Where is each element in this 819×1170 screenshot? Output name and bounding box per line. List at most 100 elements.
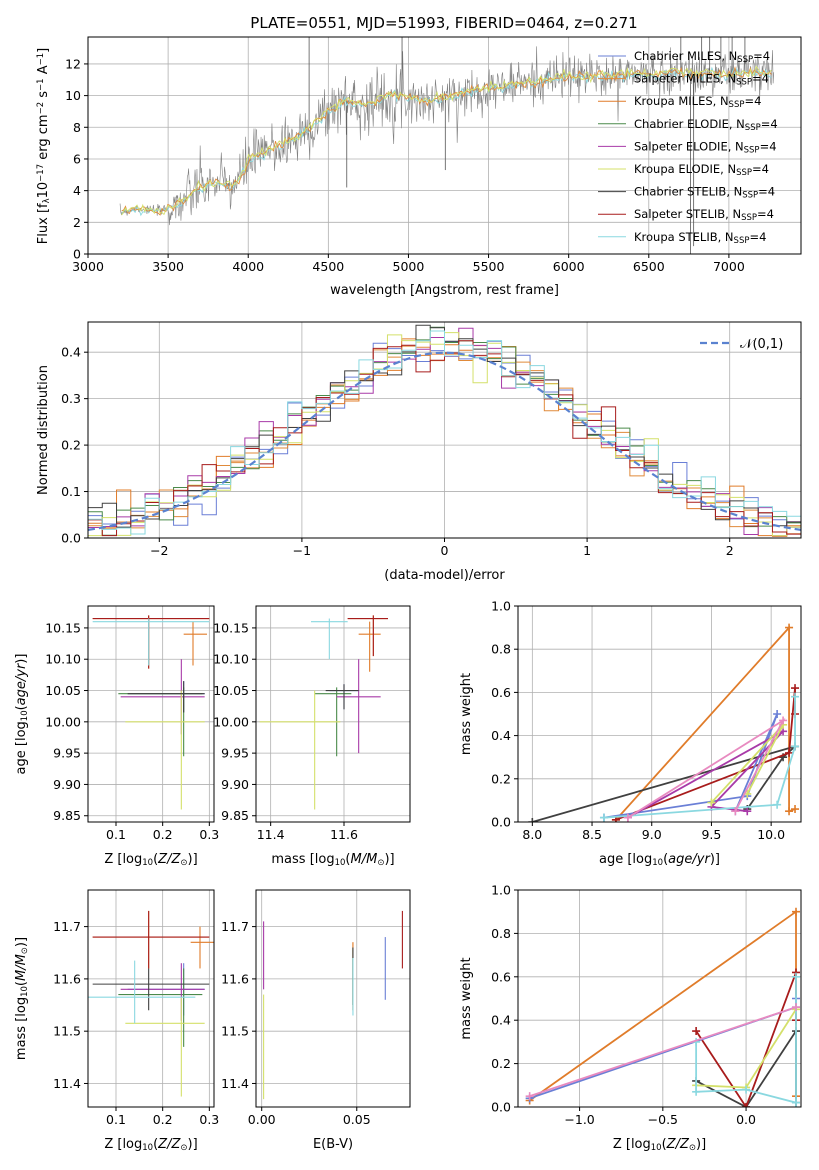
spectrum-panel-xtick-label: 6500 [633, 259, 665, 274]
age-z-panel-ylabel: age [log10(age/yr)] [14, 654, 30, 775]
spectrum-panel-ytick-label: 12 [65, 56, 81, 71]
spectrum-panel-frame [87, 36, 802, 255]
spectrum-panel-xtick-label: 5000 [393, 259, 425, 274]
histogram-series-step [88, 340, 801, 538]
mass-z-panel-xlabel: Z [log10(Z/Z⊙)] [104, 1137, 197, 1153]
histogram-panel-plot-area [88, 324, 801, 538]
spectrum-panel-ytick-label: 0 [73, 247, 81, 262]
weight-age-panel: 8.0 8.5 9.0 9.5 10.0 0.0 0.2 0.4 0.6 0.8 1.0 age [l… [459, 599, 802, 868]
weight-age-panel-series-line [532, 745, 796, 822]
weight-z-panel-xtick-label: −1.0 [564, 1112, 594, 1127]
weight-age-panel-ylabel: mass weight [459, 673, 474, 755]
histogram-panel-ytick-label: 0.3 [61, 391, 81, 406]
mass-z-panel-frame [87, 889, 215, 1108]
weight-age-panel-series-marker [528, 818, 537, 822]
spectrum-legend-label: Kroupa ELODIE, NSSP=4 [634, 162, 769, 178]
weight-age-panel-ytick-label: 1.0 [491, 599, 511, 614]
weight-z-panel-series-marker [525, 1092, 534, 1101]
weight-age-panel-series-line [627, 730, 784, 819]
age-z-panel-ytick-label: 10.10 [45, 652, 81, 667]
weight-age-panel-series-marker [773, 710, 782, 718]
weight-age-panel-series-line [603, 696, 796, 819]
spectrum-legend-label: Salpeter ELODIE, NSSP=4 [634, 139, 777, 155]
age-z-panel-ytick-label: 10.15 [45, 620, 81, 635]
weight-z-panel-ytick-label: 0.4 [491, 1013, 511, 1028]
age-z-panel-ytick-label: 10.00 [45, 714, 81, 729]
weight-z-panel-frame [517, 889, 802, 1108]
weight-age-panel-series-marker [785, 623, 794, 632]
age-mass-panel-xtick-label: 11.4 [257, 827, 285, 842]
weight-age-panel-series-marker [599, 813, 608, 822]
spectrum-panel-xtick-label: 5500 [473, 259, 505, 274]
spectrum-xlabel: wavelength [Angstrom, rest frame] [330, 283, 559, 298]
spectrum-model-line [121, 65, 772, 216]
age-mass-panel-ytick-label: 9.95 [221, 746, 249, 761]
histogram-ylabel: Normed distribution [36, 365, 51, 495]
spectrum-panel-ytick-label: 10 [65, 88, 81, 103]
age-mass-panel-ytick-label: 9.90 [221, 777, 249, 792]
weight-age-panel-series-line [603, 713, 778, 819]
spectrum-legend-label: Kroupa STELIB, NSSP=4 [634, 230, 766, 246]
age-z-panel-ytick-label: 10.05 [45, 683, 81, 698]
weight-age-panel-xtick-label: 9.5 [701, 827, 721, 842]
spectrum-panel-xtick-label: 3000 [72, 259, 104, 274]
mass-ebv-panel-ytick-label: 11.7 [221, 919, 249, 934]
weight-age-panel-series-marker [731, 807, 740, 816]
weight-age-panel-ytick-label: 0.8 [491, 642, 511, 657]
spectrum-legend-label: Chabrier STELIB, NSSP=4 [634, 185, 775, 201]
mass-z-panel-ylabel: mass [log10(M/M⊙)] [14, 937, 30, 1060]
mass-z-panel-xtick-label: 0.1 [106, 1112, 126, 1127]
weight-z-panel-xtick-label: −0.5 [648, 1112, 678, 1127]
age-mass-panel-ytick-label: 10.05 [213, 683, 249, 698]
mass-ebv-panel-ytick-label: 11.6 [221, 971, 249, 986]
spectrum-panel-xtick-label: 4000 [232, 259, 264, 274]
weight-age-panel-xtick-label: 9.0 [642, 827, 662, 842]
histogram-panel-xtick-label: −2 [150, 543, 168, 558]
histogram-panel: −2 −1 0 1 2 0.0 0.1 0.2 0.3 0.4 𝒩(0,1) (data-model)… [36, 321, 802, 583]
weight-age-panel-series-marker [791, 805, 800, 814]
histogram-series-step [88, 330, 801, 538]
weight-age-panel-series-line [615, 625, 796, 821]
weight-z-panel-series-marker [792, 1098, 801, 1107]
spectrum-panel: 3000 3500 4000 4500 5000 5500 6000 6500 7000 0 2 4 6… [36, 36, 802, 298]
weight-z-panel-series-marker [742, 1085, 751, 1094]
mass-z-panel-ytick-label: 11.6 [53, 971, 81, 986]
weight-age-panel-xtick-label: 10.0 [757, 827, 785, 842]
weight-age-panel-ytick-label: 0.0 [491, 815, 511, 830]
weight-age-panel-xtick-label: 8.5 [582, 827, 602, 842]
age-mass-panel-ytick-label: 9.85 [221, 808, 249, 823]
mass-ebv-panel-xtick-label: 0.00 [248, 1112, 276, 1127]
weight-z-panel-ytick-label: 1.0 [491, 883, 511, 898]
spectrum-panel-plot-area [119, 37, 775, 254]
spectrum-legend-label: Salpeter MILES, NSSP=4 [634, 72, 769, 88]
age-z-panel-ytick-label: 9.95 [53, 746, 81, 761]
weight-age-panel-series-marker [785, 807, 794, 816]
age-mass-panel-xtick-label: 11.6 [330, 827, 358, 842]
spectrum-panel-xtick-label: 3500 [152, 259, 184, 274]
histogram-panel-ytick-label: 0.4 [61, 345, 81, 360]
spectrum-panel-xtick-label: 7000 [713, 259, 745, 274]
weight-age-panel-series-marker [785, 748, 794, 757]
spectrum-legend-label: Chabrier MILES, NSSP=4 [634, 49, 770, 65]
weight-z-panel-ytick-label: 0.6 [491, 969, 511, 984]
mass-ebv-panel-frame [255, 889, 411, 1108]
spectrum-legend-label: Chabrier ELODIE, NSSP=4 [634, 117, 778, 133]
weight-z-panel-ytick-label: 0.0 [491, 1100, 511, 1115]
histogram-panel-ytick-label: 0.1 [61, 484, 81, 499]
weight-z-panel-xlabel: Z [log10(Z/Z⊙)] [613, 1137, 706, 1153]
age-z-panel-ytick-label: 9.90 [53, 777, 81, 792]
weight-age-panel-ytick-label: 0.2 [491, 771, 511, 786]
spectrum-panel-xtick-label: 4500 [312, 259, 344, 274]
spectrum-panel-ytick-label: 8 [73, 120, 81, 135]
histogram-legend-label: 𝒩(0,1) [740, 337, 783, 352]
mass-ebv-panel-ytick-label: 11.4 [221, 1076, 249, 1091]
mass-z-panel: 0.1 0.2 0.3 11.4 11.5 11.6 11.7 Z [log10(Z/Z⊙)]… [14, 889, 219, 1153]
age-z-panel-xtick-label: 0.3 [199, 827, 219, 842]
weight-age-panel-series-marker [743, 807, 752, 816]
mass-ebv-panel-ytick-label: 11.5 [221, 1024, 249, 1039]
histogram-panel-xtick-label: −1 [293, 543, 311, 558]
spectrum-panel-xtick-label: 6000 [553, 259, 585, 274]
age-mass-panel-xlabel: mass [log10(M/M⊙)] [271, 852, 394, 868]
weight-z-panel-series-marker [792, 1003, 801, 1012]
weight-age-panel-series-marker [773, 800, 782, 809]
